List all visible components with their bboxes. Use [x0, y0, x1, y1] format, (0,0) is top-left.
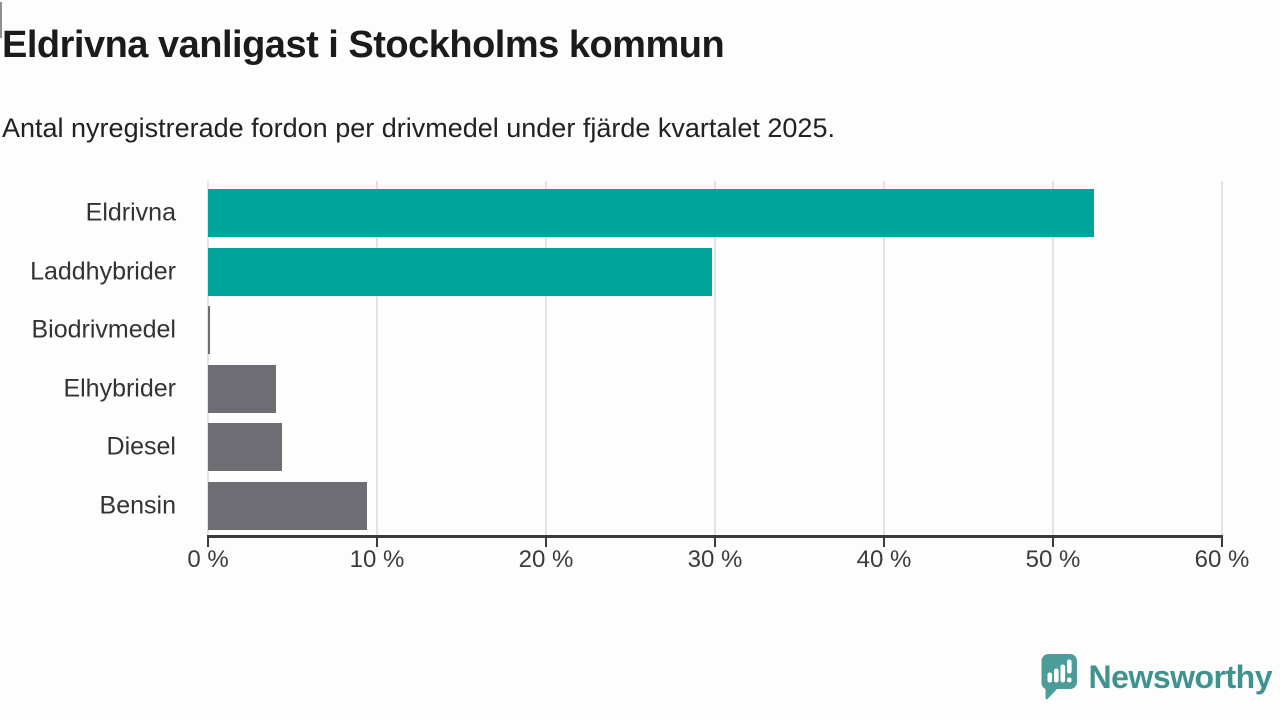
gridline-30 — [714, 181, 716, 536]
plot-area: 0 % 10 % 20 % 30 % 40 % 50 % 60 % — [187, 181, 1249, 573]
edge-artifact-line — [0, 2, 2, 38]
gridline-0 — [207, 181, 209, 536]
x-tick-label-0: 0 % — [187, 546, 229, 573]
chart-title: Eldrivna vanligast i Stockholms kommun — [2, 24, 725, 66]
bar-laddhybrider — [208, 247, 712, 296]
gridline-40 — [883, 181, 885, 536]
x-tick-mark-40 — [883, 538, 885, 547]
x-tick-mark-10 — [376, 538, 378, 547]
chart-subtitle: Antal nyregistrerade fordon per drivmede… — [2, 113, 835, 143]
gridline-20 — [545, 181, 547, 536]
bar-biodrivmedel — [208, 306, 210, 354]
bar-diesel — [208, 423, 283, 471]
gridline-10 — [376, 181, 378, 536]
brand-footer: Newsworthy — [1039, 652, 1273, 702]
x-tick-mark-20 — [545, 538, 547, 547]
category-label-elhybrider: Elhybrider — [63, 374, 176, 402]
x-axis-line — [207, 535, 1223, 538]
bar-eldrivna — [208, 189, 1094, 237]
x-tick-label-10: 10 % — [349, 546, 405, 573]
x-tick-label-30: 30 % — [687, 546, 743, 573]
x-tick-label-60: 60 % — [1194, 546, 1250, 573]
category-label-column: Eldrivna Laddhybrider Biodrivmedel Elhybrid… — [0, 181, 190, 536]
x-tick-mark-50 — [1052, 538, 1054, 547]
brand-name: Newsworthy — [1088, 658, 1273, 695]
bar-elhybrider — [208, 364, 276, 413]
category-label-diesel: Diesel — [106, 432, 176, 461]
x-tick-mark-60 — [1221, 538, 1223, 547]
category-label-laddhybrider: Laddhybrider — [30, 257, 176, 285]
category-label-biodrivmedel: Biodrivmedel — [31, 315, 176, 344]
x-tick-label-50: 50 % — [1025, 546, 1081, 573]
gridline-60 — [1221, 181, 1223, 536]
category-label-bensin: Bensin — [99, 491, 176, 519]
newsworthy-logo-icon — [1041, 654, 1077, 700]
x-tick-mark-0 — [207, 538, 209, 547]
x-tick-label-20: 20 % — [518, 546, 574, 573]
bar-bensin — [208, 481, 367, 530]
gridline-50 — [1052, 181, 1054, 536]
x-tick-label-40: 40 % — [856, 546, 912, 573]
x-tick-mark-30 — [714, 538, 716, 547]
category-label-eldrivna: Eldrivna — [85, 198, 176, 227]
